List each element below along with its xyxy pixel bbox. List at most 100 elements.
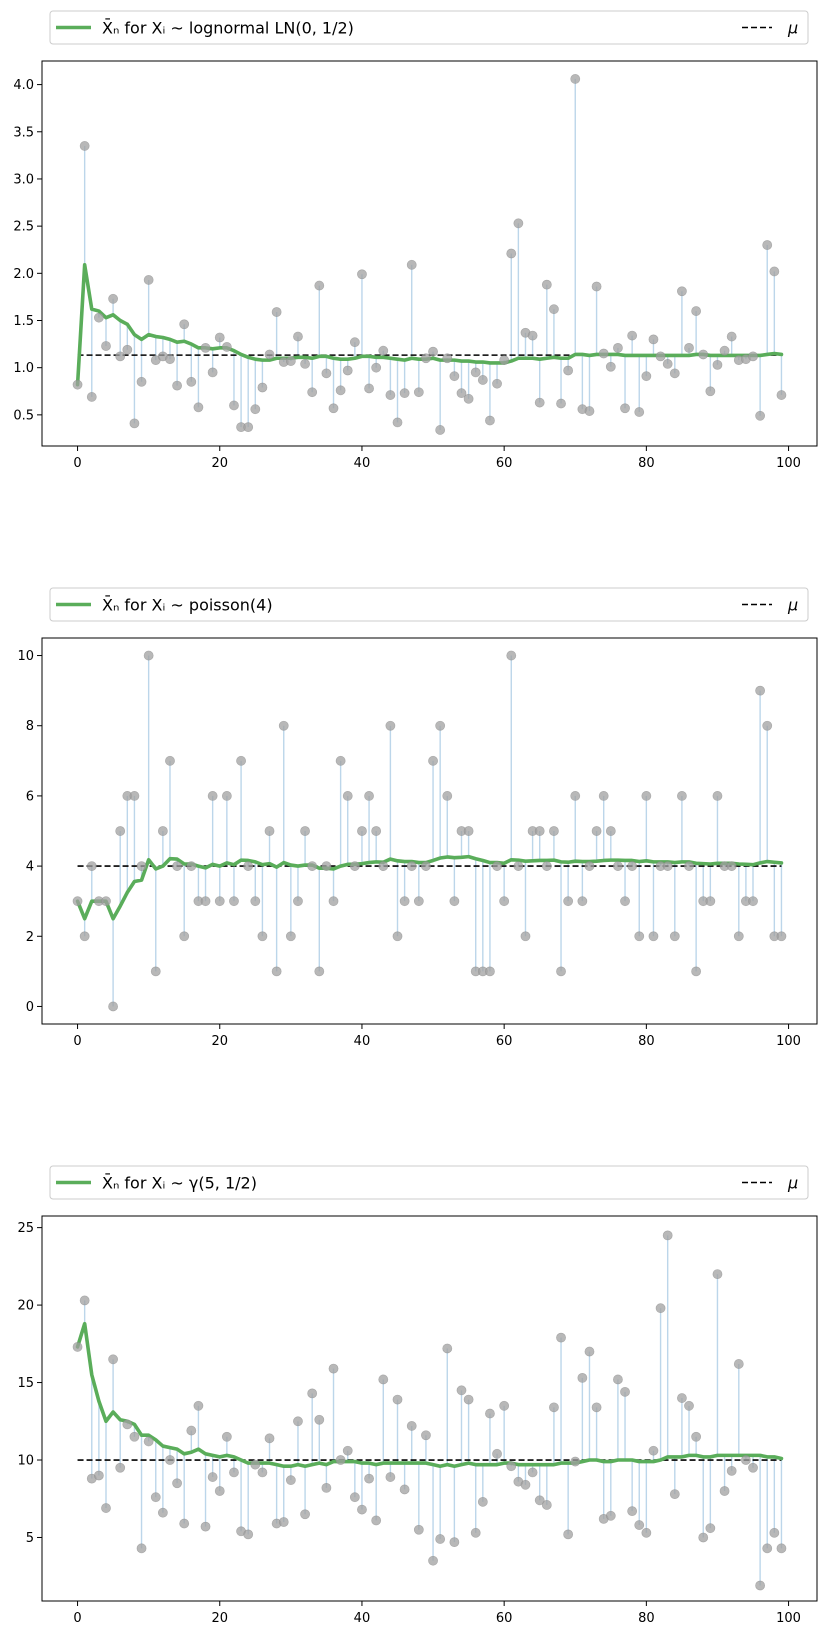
sample-point <box>399 896 410 907</box>
sample-point <box>605 826 616 836</box>
sample-point <box>755 410 766 421</box>
sample-point <box>86 861 97 871</box>
sample-point <box>485 1408 495 1419</box>
chart-3: 0 20 40 60 80 100 5 10 15 20 25 X̄ₙ for Xᵢ ~ γ(5, 1… <box>17 1165 818 1626</box>
sample-point <box>307 387 318 398</box>
sample-point <box>229 896 239 907</box>
sample-point <box>634 407 645 417</box>
sample-point <box>563 896 574 907</box>
sample-point <box>115 826 126 836</box>
y-tick-label: 2.0 <box>13 267 34 282</box>
y-tick-label: 0 <box>26 1000 34 1015</box>
sample-point <box>364 383 374 394</box>
x-tick-label: 80 <box>638 456 655 471</box>
sample-point <box>719 345 730 356</box>
y-tick-label: 3.0 <box>13 172 34 187</box>
y-tick-label: 0.5 <box>13 408 34 423</box>
sample-point <box>385 1472 396 1482</box>
sample-point <box>378 345 389 356</box>
sample-point <box>662 861 673 871</box>
sample-point <box>214 896 225 907</box>
sample-point <box>591 1402 602 1413</box>
legend-mu-label: μ <box>787 596 798 615</box>
sample-point <box>755 685 766 696</box>
sample-point <box>321 861 332 871</box>
sample-point <box>157 1507 168 1518</box>
sample-point <box>264 349 275 360</box>
sample-point <box>449 371 460 382</box>
x-tick-label: 0 <box>73 1611 81 1626</box>
sample-point <box>214 1486 225 1496</box>
sample-point <box>257 382 268 393</box>
sample-point <box>221 1431 232 1442</box>
sample-point <box>719 1486 730 1496</box>
sample-point <box>726 861 737 871</box>
sample-point <box>485 966 495 977</box>
legend-box <box>49 1165 809 1200</box>
sample-point <box>534 1495 545 1506</box>
sample-point <box>328 896 339 907</box>
sample-point <box>705 1523 716 1534</box>
sample-point <box>293 331 303 342</box>
sample-point <box>207 1472 218 1482</box>
sample-point <box>101 1503 111 1513</box>
sample-point <box>371 362 382 373</box>
sample-point <box>620 1386 630 1397</box>
sample-point <box>342 365 353 376</box>
sample-point <box>755 1580 766 1591</box>
sample-point <box>278 1517 289 1527</box>
sample-point <box>776 931 787 942</box>
sample-point <box>449 896 460 907</box>
sample-point <box>385 390 396 400</box>
sample-point <box>712 359 723 370</box>
sample-point <box>357 269 367 280</box>
sample-point <box>762 1543 773 1554</box>
sample-point <box>72 1342 83 1352</box>
sample-point <box>335 755 346 766</box>
sample-point <box>357 1504 367 1515</box>
sample-point <box>506 650 517 661</box>
sample-point <box>655 351 666 362</box>
legend: X̄ₙ for Xᵢ ~ lognormal LN(0, 1/2) μ <box>49 10 809 45</box>
sample-point <box>136 861 147 871</box>
sample-point <box>584 406 595 416</box>
sample-point <box>193 1400 204 1411</box>
sample-point <box>477 1496 488 1507</box>
sample-point <box>421 1430 431 1441</box>
sample-point <box>328 1363 339 1374</box>
sample-point <box>307 861 318 871</box>
sample-point <box>186 1425 197 1436</box>
sample-point <box>364 1473 374 1484</box>
sample-point <box>335 385 346 396</box>
sample-point <box>136 1543 147 1554</box>
sample-point <box>563 365 574 376</box>
sample-point <box>229 400 239 411</box>
sample-point <box>598 791 609 801</box>
plot-area <box>72 1230 787 1591</box>
sample-point <box>172 380 182 391</box>
sample-point <box>421 861 431 871</box>
sample-point <box>108 293 119 304</box>
sample-point <box>442 353 453 364</box>
plot-area <box>72 650 787 1012</box>
sample-point <box>399 388 410 399</box>
sample-point <box>648 1445 659 1456</box>
y-tick-label: 8 <box>26 719 34 734</box>
sample-point <box>108 1354 119 1365</box>
sample-point <box>221 791 232 801</box>
sample-point <box>605 361 616 372</box>
sample-point <box>143 1436 154 1447</box>
sample-point <box>406 259 417 270</box>
sample-point <box>229 1467 239 1478</box>
sample-point <box>733 931 744 942</box>
sample-point <box>691 306 702 316</box>
y-tick-label: 15 <box>17 1376 34 1391</box>
sample-point <box>584 1346 595 1357</box>
sample-point <box>662 359 673 369</box>
sample-point <box>570 74 581 84</box>
y-tick-label: 5 <box>26 1531 34 1546</box>
sample-point <box>463 826 474 836</box>
sample-point <box>570 791 581 801</box>
sample-point <box>499 896 510 907</box>
x-tick-label: 0 <box>73 1034 81 1049</box>
